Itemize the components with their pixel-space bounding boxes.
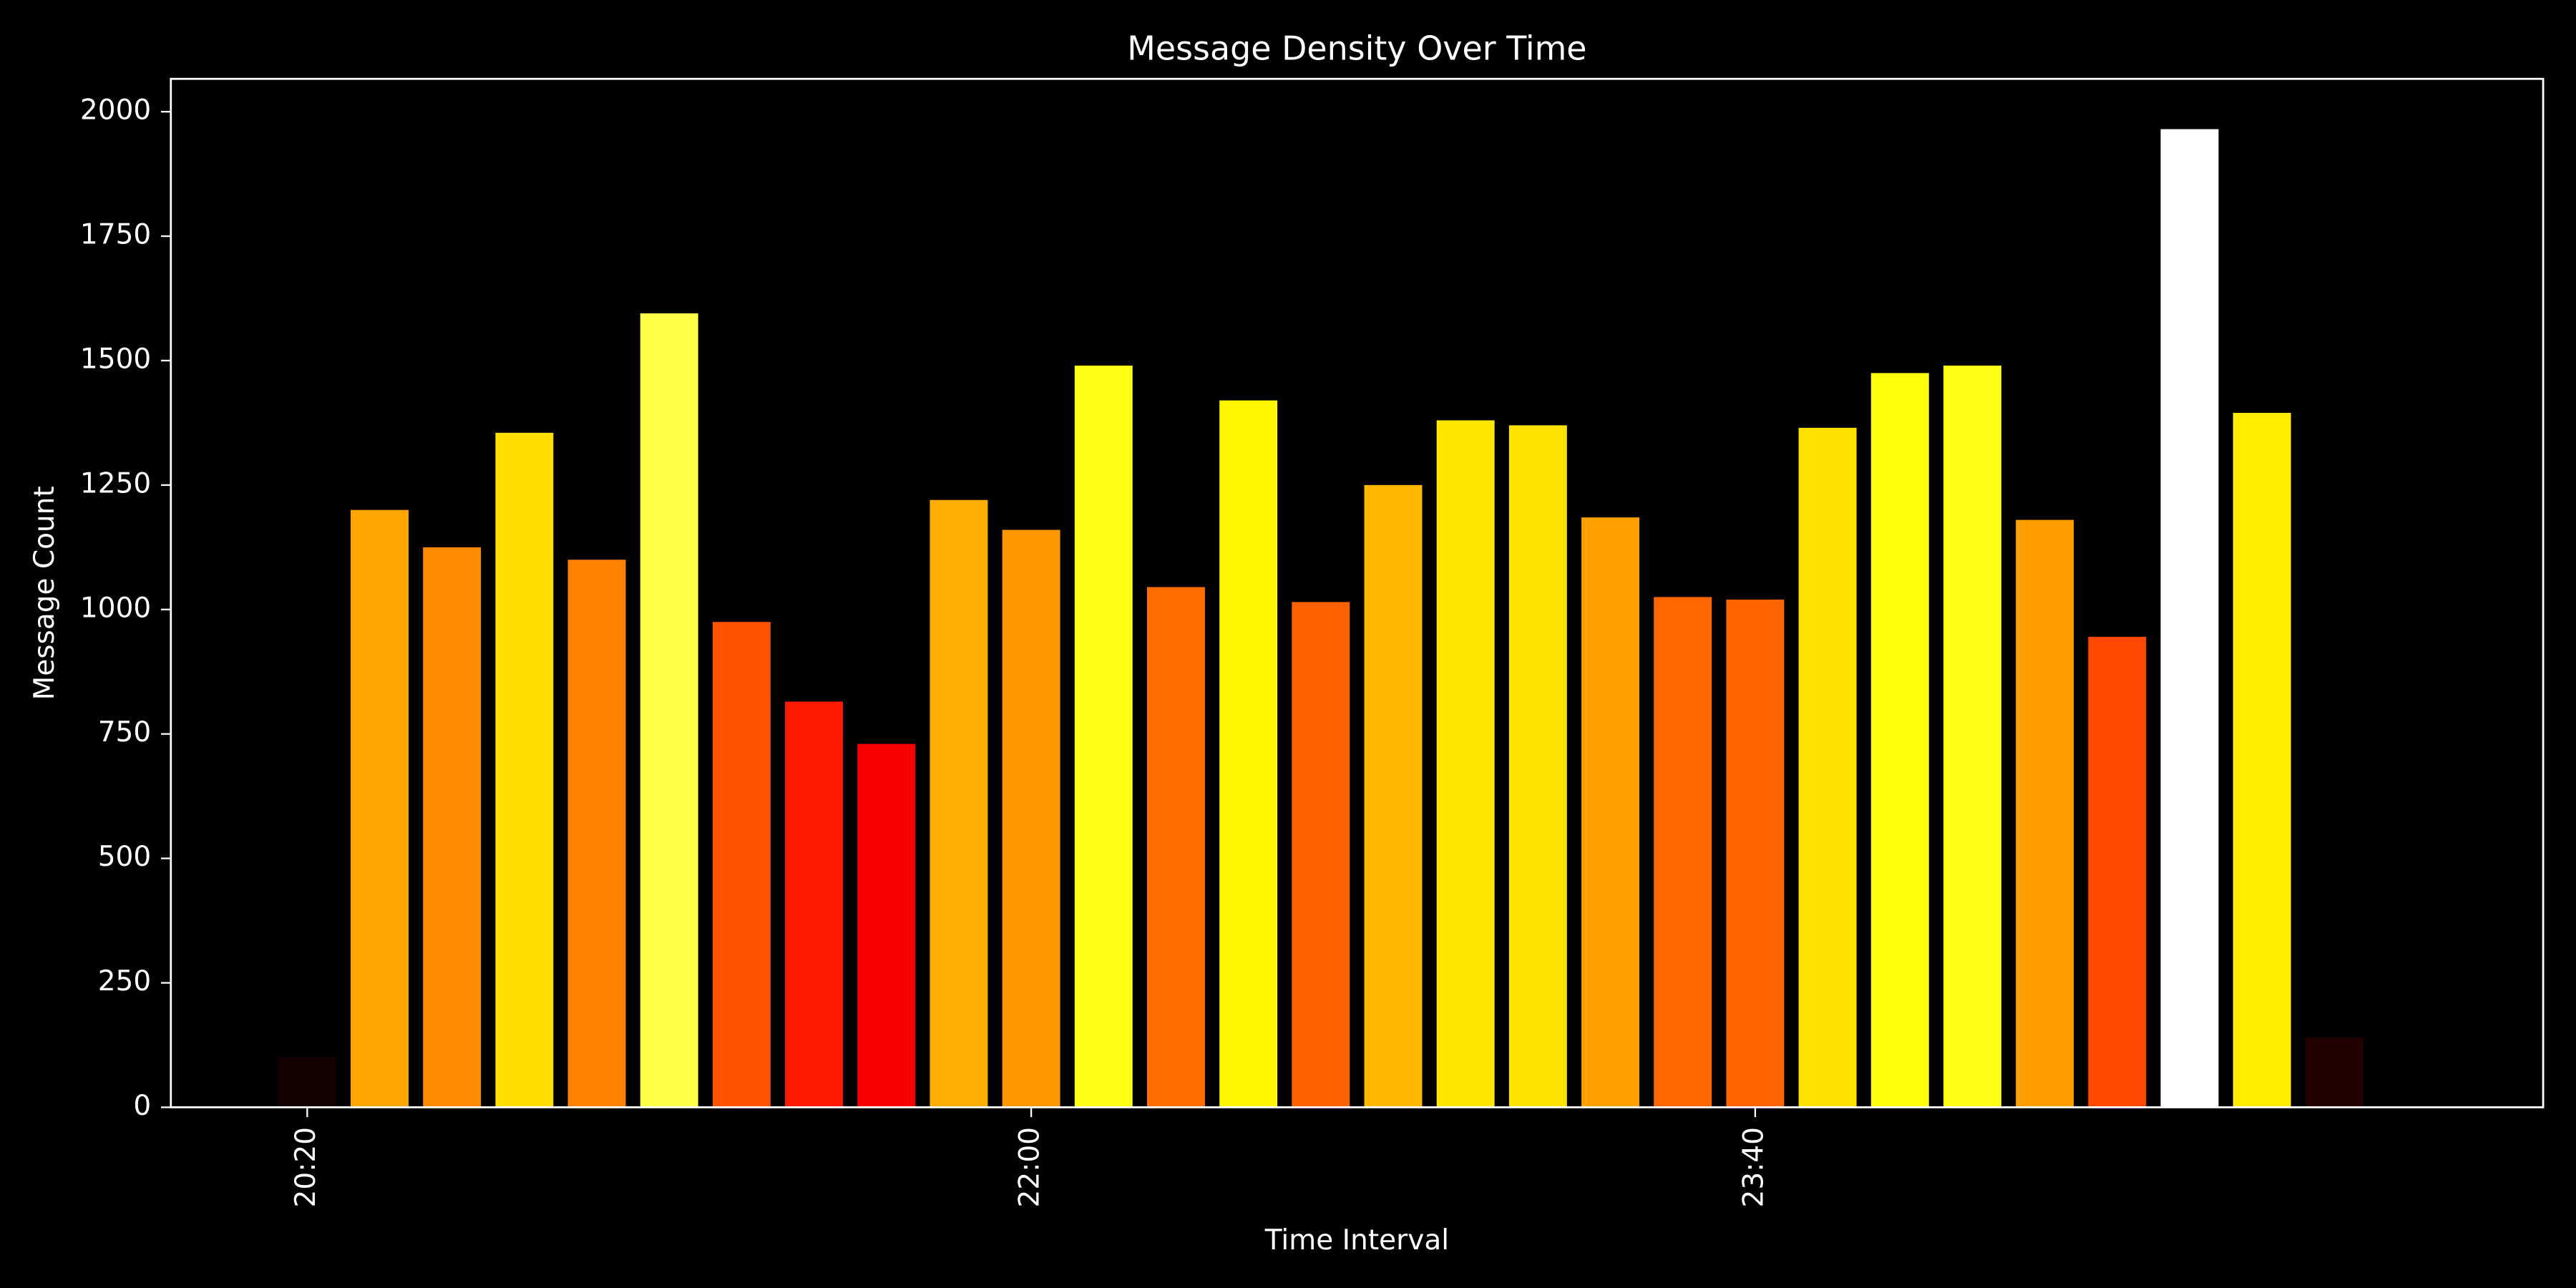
bar [351, 509, 409, 1108]
bar [2233, 412, 2291, 1108]
bar [278, 1057, 336, 1108]
y-tick-label: 1250 [80, 467, 151, 499]
y-tick-label: 1500 [80, 343, 151, 375]
bar [1002, 530, 1060, 1108]
bar [567, 560, 626, 1108]
bar [1581, 517, 1640, 1108]
bar [930, 499, 988, 1108]
x-tick-label: 22:00 [1014, 1127, 1046, 1207]
x-tick-label: 23:40 [1737, 1127, 1770, 1207]
bar [1870, 373, 1929, 1108]
bar [2016, 519, 2074, 1108]
bar [2088, 637, 2147, 1108]
bar [2305, 1038, 2363, 1108]
bar [2378, 1085, 2436, 1108]
bar [785, 701, 844, 1108]
bar [1147, 587, 1205, 1108]
bar [1654, 597, 1712, 1108]
y-tick-label: 250 [98, 965, 151, 997]
y-tick-label: 0 [133, 1090, 151, 1122]
y-axis-label: Message Count [29, 486, 61, 700]
bar [1726, 599, 1785, 1108]
bar [2160, 129, 2219, 1108]
x-axis-label: Time Interval [1264, 1224, 1449, 1257]
plot-frame [170, 77, 2545, 1108]
bar [1219, 400, 1278, 1108]
bar [1508, 425, 1567, 1108]
y-tick-label: 1000 [80, 592, 151, 624]
bar [1364, 484, 1423, 1108]
x-tick-label: 20:20 [290, 1127, 322, 1207]
y-tick-label: 1750 [80, 219, 151, 251]
bar [1798, 427, 1857, 1108]
chart-title: Message Density Over Time [1127, 29, 1586, 68]
y-tick-label: 750 [98, 716, 151, 748]
bar [1292, 602, 1350, 1108]
bar [857, 743, 916, 1108]
bar [640, 313, 698, 1108]
bar [1943, 365, 2001, 1108]
bar [1074, 365, 1133, 1108]
y-tick-label: 500 [98, 841, 151, 873]
y-tick-label: 2000 [80, 94, 151, 127]
bar [712, 622, 771, 1108]
bar [495, 432, 554, 1108]
bar [1436, 420, 1495, 1108]
bar [423, 547, 482, 1108]
